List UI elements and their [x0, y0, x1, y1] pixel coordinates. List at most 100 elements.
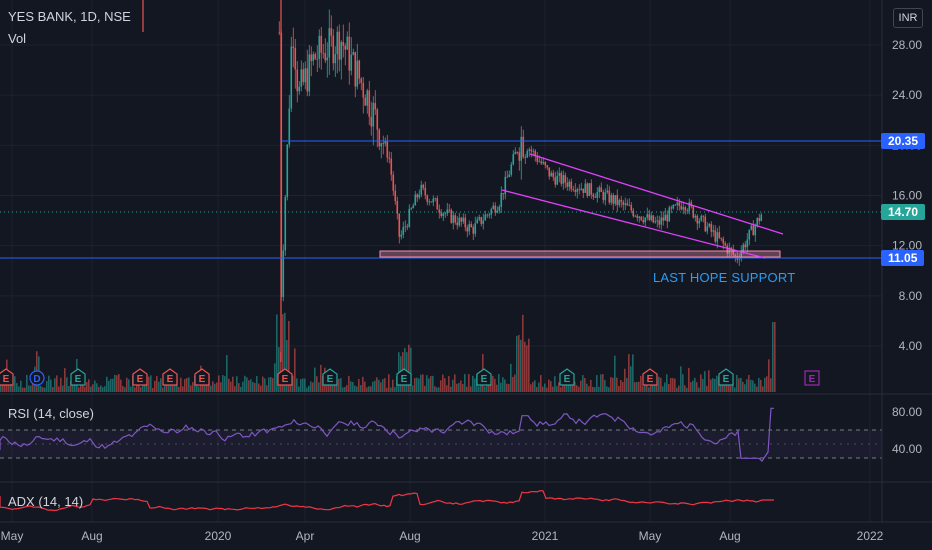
- volume-bar: [12, 385, 14, 392]
- candle-body: [292, 46, 295, 48]
- candle-body: [654, 221, 657, 223]
- volume-bar: [604, 380, 606, 392]
- candle-body: [336, 31, 339, 55]
- earnings-marker[interactable]: E: [70, 368, 86, 386]
- earnings-marker[interactable]: E: [718, 368, 734, 386]
- volume-bar: [678, 385, 680, 392]
- volume-bar: [256, 376, 258, 392]
- volume-bar: [542, 386, 544, 392]
- volume-bar: [248, 380, 250, 392]
- candle-body: [492, 205, 495, 209]
- channel-lower-line[interactable]: [501, 189, 766, 259]
- candle-body: [542, 162, 545, 164]
- candle-body: [352, 52, 355, 55]
- candle-body: [614, 195, 617, 204]
- volume-bar: [354, 385, 356, 392]
- earnings-marker[interactable]: E: [804, 370, 820, 386]
- candle-body: [472, 227, 475, 234]
- volume-bar: [746, 379, 748, 392]
- candle-body: [532, 150, 535, 152]
- candle-body: [548, 167, 551, 177]
- volume-label[interactable]: Vol: [8, 31, 27, 46]
- candle-body: [438, 209, 441, 213]
- candle-body: [746, 239, 749, 248]
- support-zone[interactable]: [379, 250, 781, 258]
- volume-bar: [128, 379, 130, 392]
- candle-body: [476, 219, 479, 224]
- volume-bar: [166, 379, 168, 392]
- candle-body: [392, 174, 395, 191]
- channel-upper-line[interactable]: [529, 153, 784, 235]
- time-tick-label: May: [1, 529, 24, 543]
- candle-body: [698, 220, 701, 224]
- candle-body: [648, 214, 651, 220]
- earnings-marker[interactable]: E: [396, 368, 412, 386]
- volume-bar: [654, 381, 656, 392]
- svg-text:E: E: [137, 374, 144, 385]
- candle-body: [522, 136, 525, 158]
- volume-bar: [58, 386, 60, 392]
- candle-body: [424, 187, 427, 196]
- candle-body: [494, 205, 497, 213]
- volume-bar: [288, 320, 290, 392]
- currency-button[interactable]: INR: [893, 8, 923, 28]
- rsi-pane-label[interactable]: RSI (14, close): [8, 406, 94, 421]
- earnings-marker[interactable]: E: [132, 368, 148, 386]
- volume-bar: [494, 378, 496, 392]
- volume-bar: [338, 378, 340, 392]
- candle-body: [626, 203, 629, 206]
- volume-bar: [420, 374, 422, 392]
- candle-body: [324, 53, 327, 61]
- earnings-marker[interactable]: E: [194, 368, 210, 386]
- candle-body: [664, 214, 667, 221]
- volume-bar: [124, 387, 126, 392]
- candle-body: [644, 217, 647, 223]
- earnings-marker[interactable]: E: [0, 368, 14, 386]
- earnings-marker[interactable]: E: [476, 368, 492, 386]
- volume-bar: [426, 375, 428, 392]
- volume-bar: [190, 385, 192, 392]
- volume-bar: [140, 387, 142, 392]
- earnings-marker[interactable]: D: [29, 370, 45, 386]
- candle-body: [378, 129, 381, 147]
- earnings-marker[interactable]: E: [559, 368, 575, 386]
- candle-body: [726, 245, 729, 254]
- candle-body: [444, 213, 447, 215]
- candle-body: [692, 206, 695, 218]
- candle-body: [344, 45, 347, 50]
- volume-bar: [274, 363, 276, 392]
- adx-pane-label[interactable]: ADX (14, 14): [8, 494, 84, 509]
- candle-body: [406, 226, 409, 228]
- volume-bar: [762, 386, 764, 392]
- candle-body: [286, 144, 289, 197]
- symbol-title[interactable]: YES BANK, 1D, NSE: [8, 9, 131, 24]
- volume-bar: [94, 380, 96, 392]
- candle-body: [694, 215, 697, 218]
- volume-bar: [310, 381, 312, 392]
- candle-body: [360, 78, 363, 83]
- earnings-marker[interactable]: E: [162, 368, 178, 386]
- volume-bar: [618, 385, 620, 392]
- volume-bar: [728, 383, 730, 392]
- volume-bar: [112, 378, 114, 392]
- earnings-marker[interactable]: E: [277, 368, 293, 386]
- volume-bar: [264, 378, 266, 392]
- support-annotation[interactable]: LAST HOPE SUPPORT: [653, 270, 796, 285]
- candle-body: [296, 69, 299, 92]
- volume-bar: [162, 387, 164, 392]
- candle-body: [550, 172, 553, 177]
- earnings-marker[interactable]: E: [322, 368, 338, 386]
- volume-bar: [316, 376, 318, 392]
- volume-bar: [382, 379, 384, 392]
- earnings-marker[interactable]: E: [642, 368, 658, 386]
- svg-text:E: E: [481, 374, 488, 385]
- candle-body: [714, 230, 717, 242]
- candle-body: [368, 90, 371, 117]
- time-axis[interactable]: May Aug 2020 Apr Aug 2021 May Aug 2022: [1, 529, 884, 543]
- candle-body: [632, 210, 635, 217]
- candle-body: [484, 214, 487, 221]
- volume-bar: [348, 375, 350, 392]
